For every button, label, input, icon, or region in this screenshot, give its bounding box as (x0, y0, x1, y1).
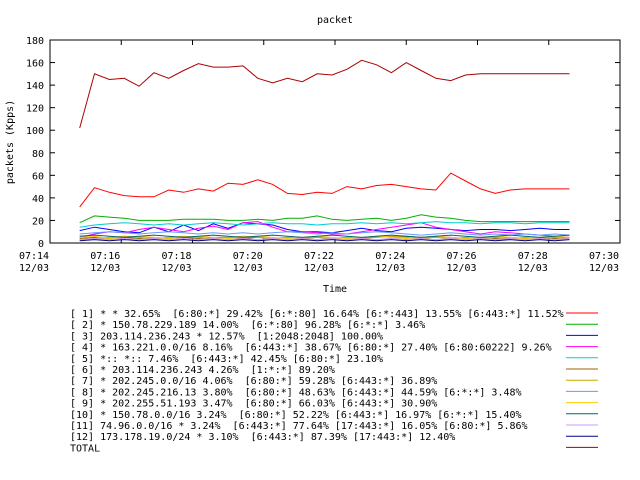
series-line (79, 234, 570, 238)
series-line (79, 172, 570, 208)
x-tick-label-time: 07:28 (518, 251, 548, 262)
y-tick-label: 0 (38, 239, 44, 250)
x-tick-label-time: 07:24 (375, 251, 405, 262)
series-line (79, 237, 570, 241)
x-tick-label-time: 07:30 (589, 251, 619, 262)
y-tick-label: 180 (26, 36, 44, 47)
y-tick-label: 120 (26, 104, 44, 115)
y-tick-label: 60 (32, 171, 44, 182)
x-tick-label-date: 12/03 (518, 263, 548, 274)
legend-label: [ 4] * 163.221.0.0/16 8.16% [6:443:*] 38… (70, 343, 552, 354)
y-tick-label: 140 (26, 81, 44, 92)
y-tick-label: 100 (26, 126, 44, 137)
legend-label: [ 5] *:: *:: 7.46% [6:443:*] 42.45% [6:8… (70, 354, 383, 365)
legend-label: TOTAL (70, 443, 100, 454)
legend-label: [11] 74.96.0.0/16 * 3.24% [6:443:*] 77.6… (70, 421, 528, 432)
y-tick-label: 80 (32, 149, 44, 160)
x-tick-label-date: 12/03 (375, 263, 405, 274)
y-tick-label: 160 (26, 59, 44, 70)
series-line (79, 214, 570, 224)
y-axis-ticks: 0 20 40 60 80 100 120 140 160 180 (26, 36, 620, 250)
series-line (79, 231, 570, 236)
x-tick-label-time: 07:14 (19, 251, 49, 262)
x-tick-label-date: 12/03 (233, 263, 263, 274)
legend: [ 1] * * 32.65% [6:80:*] 29.42% [6:*:80]… (70, 309, 598, 454)
series-line (79, 221, 570, 228)
x-tick-label-time: 07:16 (90, 251, 120, 262)
y-tick-label: 20 (32, 216, 44, 227)
legend-label: [ 6] * 203.114.236.243 4.26% [1:*:*] 89.… (70, 365, 335, 376)
x-axis-label: Time (323, 284, 347, 295)
x-axis-ticks: 07:1412/0307:1612/0307:1812/0307:2012/03… (19, 40, 621, 274)
legend-label: [ 7] * 202.245.0.0/16 4.06% [6:80:*] 59.… (70, 376, 437, 387)
series-line (79, 222, 570, 234)
chart-title: packet (317, 15, 353, 26)
series-line (79, 239, 570, 242)
series-lines (79, 59, 570, 242)
x-tick-label-time: 07:18 (161, 251, 191, 262)
x-tick-label-time: 07:20 (233, 251, 263, 262)
legend-label: [ 3] 203.114.236.243 * 12.57% [1:2048:20… (70, 331, 383, 342)
x-tick-label-date: 12/03 (589, 263, 619, 274)
x-tick-label-time: 07:26 (446, 251, 476, 262)
legend-label: [ 8] * 202.245.216.13 3.80% [6:80:*] 48.… (70, 387, 522, 398)
x-tick-label-date: 12/03 (90, 263, 120, 274)
series-line (79, 59, 570, 129)
x-tick-label-date: 12/03 (161, 263, 191, 274)
x-tick-label-date: 12/03 (446, 263, 476, 274)
x-tick-label-date: 12/03 (19, 263, 49, 274)
x-tick-label-date: 12/03 (304, 263, 334, 274)
legend-label: [ 9] * 202.255.51.193 3.47% [6:80:*] 66.… (70, 399, 437, 410)
legend-label: [10] * 150.78.0.0/16 3.24% [6:80:*] 52.2… (70, 410, 522, 421)
y-tick-label: 40 (32, 194, 44, 205)
legend-label: [ 2] * 150.78.229.189 14.00% [6:*:80] 96… (70, 320, 425, 331)
y-axis-label: packets (Kpps) (5, 100, 16, 184)
legend-label: [12] 173.178.19.0/24 * 3.10% [6:443:*] 8… (70, 432, 455, 443)
plot-frame (49, 39, 621, 244)
x-tick-label-time: 07:22 (304, 251, 334, 262)
legend-label: [ 1] * * 32.65% [6:80:*] 29.42% [6:*:80]… (70, 309, 564, 320)
